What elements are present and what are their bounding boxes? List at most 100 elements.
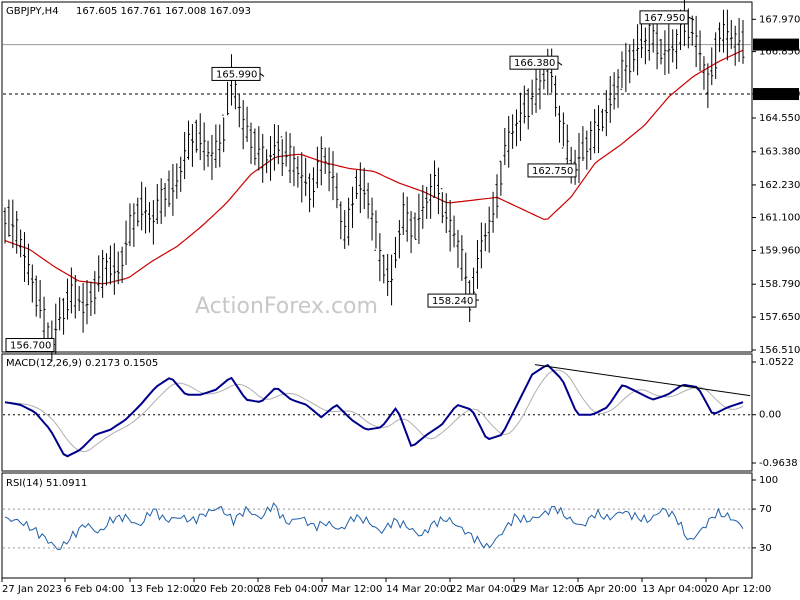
current-price-tag: 167.093 xyxy=(753,38,799,52)
price-bar xyxy=(628,44,632,84)
price-bar xyxy=(433,160,437,198)
price-gridlines xyxy=(3,44,752,95)
rsi-tick-label: 70 xyxy=(759,504,772,515)
price-bar xyxy=(386,253,390,296)
price-bar xyxy=(507,115,511,168)
price-bar xyxy=(272,124,276,171)
price-bar xyxy=(444,193,448,233)
price-bar xyxy=(222,114,226,153)
price-bar xyxy=(659,38,663,65)
y-tick-label: 157.650 xyxy=(759,312,800,323)
price-bar xyxy=(194,119,198,153)
price-bar xyxy=(187,120,191,160)
price-bar xyxy=(105,253,109,286)
x-tick-label: 7 Mar 12:00 xyxy=(322,584,382,595)
price-bar xyxy=(218,124,222,168)
price-bar xyxy=(452,215,456,248)
ma-series-line xyxy=(4,49,744,285)
price-bar xyxy=(210,134,214,181)
x-tick-label: 13 Apr 04:00 xyxy=(642,584,707,595)
price-bar xyxy=(581,126,585,161)
price-bar xyxy=(647,18,651,61)
svg-text:162.750: 162.750 xyxy=(532,166,573,177)
svg-text:165.990: 165.990 xyxy=(216,69,257,80)
price-bar xyxy=(300,152,304,203)
y-tick-label: 161.100 xyxy=(759,213,800,224)
x-tick-label: 5 Apr 20:00 xyxy=(578,584,637,595)
price-bar xyxy=(589,121,593,160)
price-bar xyxy=(503,127,507,166)
price-bar xyxy=(698,30,702,72)
price-bar xyxy=(85,280,89,325)
price-annotation: 166.380 xyxy=(509,55,563,70)
ohlc-values: 167.605 167.761 167.008 167.093 xyxy=(76,6,251,17)
macd-tick-label: 1.0522 xyxy=(759,357,794,368)
price-bar xyxy=(741,19,745,64)
price-bar xyxy=(577,133,581,184)
price-bar xyxy=(42,296,46,347)
price-bar xyxy=(436,167,440,215)
price-bar xyxy=(604,90,608,137)
price-bar xyxy=(710,47,714,86)
price-bar xyxy=(144,187,148,234)
price-bar xyxy=(456,229,460,268)
price-bar xyxy=(347,197,351,246)
price-bar xyxy=(714,32,718,80)
y-tick-label: 167.970 xyxy=(759,14,800,25)
x-tick-label: 6 Feb 04:00 xyxy=(65,584,124,595)
price-bar xyxy=(448,199,452,252)
price-bar xyxy=(600,108,604,132)
svg-text:156.700: 156.700 xyxy=(10,341,51,352)
level-price-tag: 165.380 xyxy=(753,88,799,101)
price-bar xyxy=(597,105,601,154)
macd-signal-line xyxy=(4,369,744,453)
price-bar xyxy=(362,167,366,210)
price-bar xyxy=(327,147,331,192)
price-bar xyxy=(23,232,27,283)
price-annotation: 165.990 xyxy=(211,66,265,81)
macd-trendline xyxy=(534,364,751,397)
price-bar xyxy=(702,56,706,90)
price-bar xyxy=(397,220,401,259)
macd-tick-label: -0.9638 xyxy=(759,458,798,469)
x-tick-label: 29 Mar 12:00 xyxy=(514,584,581,595)
price-bar xyxy=(370,197,374,241)
price-bar xyxy=(405,196,409,242)
price-bar xyxy=(358,162,362,214)
y-tick-label: 156.510 xyxy=(759,345,800,356)
price-bar xyxy=(354,170,358,200)
price-bar xyxy=(511,114,515,149)
price-bar xyxy=(593,109,597,154)
price-bar xyxy=(241,100,245,150)
price-bar xyxy=(175,163,179,199)
x-tick-label: 14 Mar 20:00 xyxy=(386,584,453,595)
price-bar xyxy=(308,173,312,213)
price-bar xyxy=(374,210,378,251)
svg-text:167.950: 167.950 xyxy=(644,13,685,24)
rsi-chart: 100 70 30 xyxy=(3,475,778,554)
svg-text:165.380: 165.380 xyxy=(757,90,798,101)
price-bar xyxy=(390,254,394,306)
price-bar xyxy=(19,229,23,258)
price-bar xyxy=(261,134,265,183)
price-bar xyxy=(151,200,155,245)
macd-tick-label: 0.00 xyxy=(759,410,781,421)
x-tick-label: 28 Feb 04:00 xyxy=(258,584,324,595)
price-bar xyxy=(608,75,612,123)
y-tick-label: 163.380 xyxy=(759,147,800,158)
price-bar xyxy=(464,252,468,295)
symbol-label: GBPJPY,H4 xyxy=(6,6,59,17)
y-tick-label: 164.550 xyxy=(759,113,800,124)
x-tick-label: 27 Jan 2023 xyxy=(2,584,62,595)
price-bar xyxy=(54,303,58,355)
price-bar xyxy=(522,85,526,124)
svg-text:167.093: 167.093 xyxy=(757,41,798,52)
price-bar xyxy=(483,223,487,252)
price-bar xyxy=(351,186,355,229)
price-bar xyxy=(725,9,729,61)
price-bar xyxy=(62,298,66,335)
price-bar xyxy=(132,203,136,247)
price-bar xyxy=(425,186,429,219)
price-bar xyxy=(202,122,206,171)
price-bar xyxy=(643,27,647,65)
